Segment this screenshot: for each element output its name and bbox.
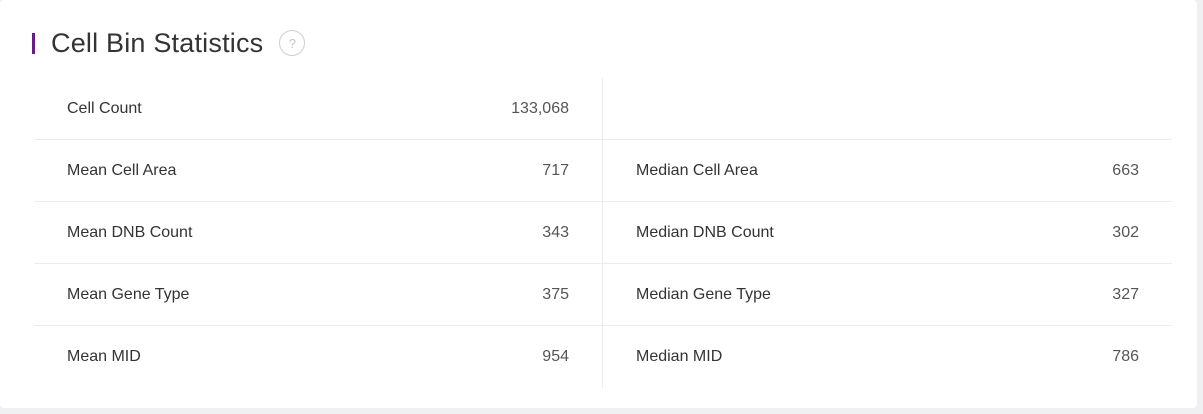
table-row: Cell Count 133,068 bbox=[34, 78, 1172, 140]
table-row: Mean DNB Count 343 Median DNB Count 302 bbox=[34, 202, 1172, 264]
stat-label: Cell Count bbox=[67, 99, 142, 117]
stat-value: 717 bbox=[542, 161, 569, 179]
stat-label: Median DNB Count bbox=[636, 223, 774, 241]
table-row: Mean Gene Type 375 Median Gene Type 327 bbox=[34, 264, 1172, 326]
stat-value: 375 bbox=[542, 285, 569, 303]
stat-value: 327 bbox=[1112, 285, 1139, 303]
title-accent-bar bbox=[32, 32, 35, 54]
stat-cell-median-cell-area: Median Cell Area 663 bbox=[603, 140, 1172, 201]
table-row: Mean Cell Area 717 Median Cell Area 663 bbox=[34, 140, 1172, 202]
stat-value: 302 bbox=[1112, 223, 1139, 241]
stat-label: Median MID bbox=[636, 348, 723, 365]
stat-value: 133,068 bbox=[511, 99, 569, 117]
stat-label: Mean Gene Type bbox=[67, 285, 190, 303]
stat-cell-mean-cell-area: Mean Cell Area 717 bbox=[34, 140, 603, 201]
stat-value: 954 bbox=[542, 348, 569, 365]
stat-value: 786 bbox=[1112, 348, 1139, 365]
stat-cell-mean-dnb-count: Mean DNB Count 343 bbox=[34, 202, 603, 263]
table-row: Mean MID 954 Median MID 786 bbox=[34, 326, 1172, 388]
stat-cell-mean-gene-type: Mean Gene Type 375 bbox=[34, 264, 603, 325]
stat-label: Median Gene Type bbox=[636, 285, 771, 303]
stat-cell-cell-count: Cell Count 133,068 bbox=[34, 78, 603, 139]
stat-label: Mean MID bbox=[67, 348, 141, 365]
stat-value: 343 bbox=[542, 223, 569, 241]
stat-cell-median-gene-type: Median Gene Type 327 bbox=[603, 264, 1172, 325]
section-title: Cell Bin Statistics bbox=[51, 27, 264, 58]
question-circle-icon[interactable]: ? bbox=[279, 30, 306, 56]
stat-cell-mean-mid: Mean MID 954 bbox=[34, 326, 603, 388]
stat-label: Mean DNB Count bbox=[67, 223, 193, 241]
stat-cell-median-mid: Median MID 786 bbox=[603, 326, 1172, 388]
statistics-table: Cell Count 133,068 Mean Cell Area 717 Me… bbox=[34, 78, 1172, 388]
stat-label: Median Cell Area bbox=[636, 161, 758, 179]
stat-cell-median-dnb-count: Median DNB Count 302 bbox=[603, 202, 1172, 263]
stat-value: 663 bbox=[1112, 161, 1139, 179]
stat-cell-empty bbox=[603, 78, 1172, 139]
stat-label: Mean Cell Area bbox=[67, 161, 177, 179]
section-header: Cell Bin Statistics ? bbox=[32, 27, 306, 59]
